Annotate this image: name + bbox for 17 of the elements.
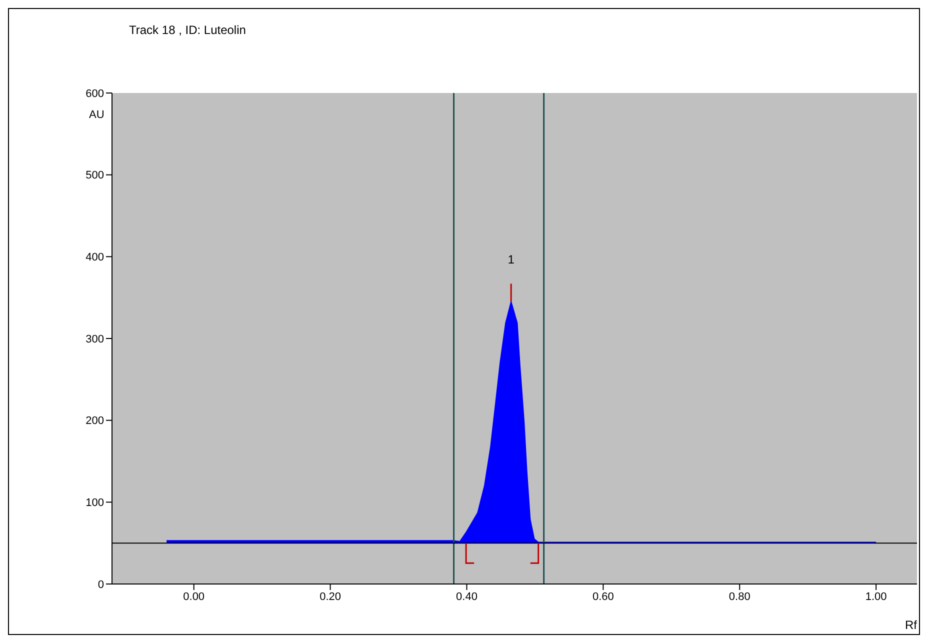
y-tick-label: 500: [86, 170, 104, 182]
x-tick-label: 0.60: [592, 590, 614, 603]
x-tick-label: 0.40: [456, 590, 478, 603]
chart-title: Track 18 , ID: Luteolin: [129, 23, 246, 37]
x-axis-title: Rf: [905, 618, 917, 632]
y-tick-label: 100: [86, 497, 104, 510]
x-tick-label: 0.00: [183, 590, 205, 603]
y-tick-label: 0: [98, 578, 104, 591]
x-tick-label: 0.80: [728, 590, 750, 603]
y-tick-label: 400: [86, 252, 104, 264]
y-tick-label: 300: [86, 333, 104, 346]
annotation: 1: [508, 252, 515, 267]
x-tick-label: 1.00: [865, 590, 887, 603]
y-tick-label: 600: [86, 88, 104, 100]
y-axis-title: AU: [89, 109, 104, 121]
y-tick-label: 200: [86, 415, 104, 428]
x-tick-label: 0.20: [320, 590, 342, 603]
